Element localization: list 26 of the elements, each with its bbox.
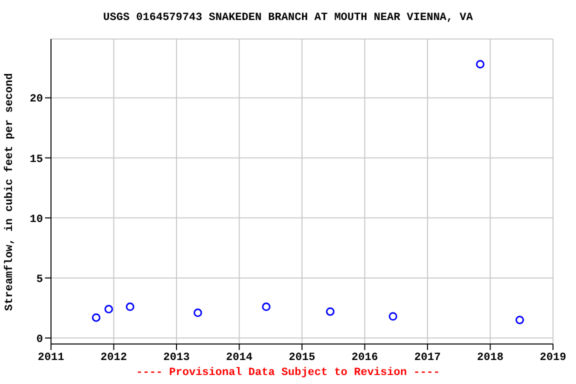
x-tick-label: 2011 (38, 352, 65, 364)
point (476, 60, 484, 68)
x-tick-label: 2012 (100, 352, 127, 364)
x-tick-label: 2016 (352, 352, 378, 364)
x-tick-label: 2013 (163, 352, 190, 364)
chart-title: USGS 0164579743 SNAKEDEN BRANCH AT MOUTH NEAR VIENNA, VA (102, 12, 474, 24)
point (262, 302, 270, 312)
point (194, 308, 202, 318)
y-axis-title: Streamflow, in cubic feet per second (4, 73, 16, 311)
x-tick-label: 2018 (477, 352, 504, 364)
point (92, 313, 100, 322)
text: ---- Provisional Data Subject to Revision ---- (135, 367, 441, 379)
point (388, 312, 398, 321)
point (326, 307, 334, 316)
point (126, 302, 134, 312)
y-tick-label: 15 (30, 154, 44, 166)
y-tick-label: 20 (30, 94, 43, 106)
y-tick-label: 10 (30, 214, 43, 226)
x-tick-label: 2017 (414, 352, 441, 364)
x-tick-label: 2015 (288, 352, 316, 364)
point (104, 304, 113, 314)
y-tick-label: 0 (36, 334, 43, 346)
point (515, 316, 524, 324)
x-tick-label: 2014 (226, 352, 253, 364)
x-tick-label: 2019 (540, 352, 566, 364)
y-tick-label: 5 (36, 274, 44, 286)
